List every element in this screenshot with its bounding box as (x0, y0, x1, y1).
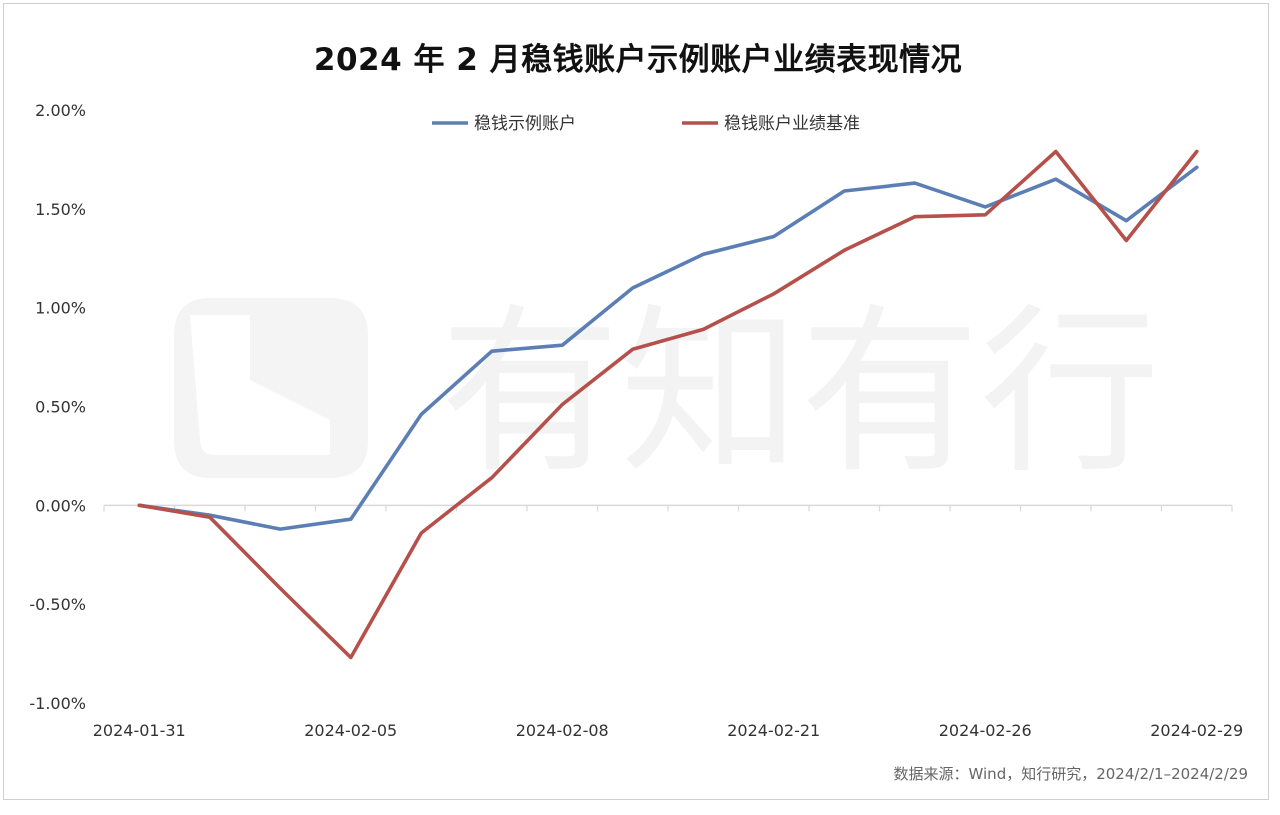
x-tick-label: 2024-02-21 (727, 721, 820, 740)
x-tick-label: 2024-02-26 (939, 721, 1032, 740)
y-tick-label: -1.00% (29, 694, 86, 713)
y-tick-label: -0.50% (29, 595, 86, 614)
watermark: 有知有行 (174, 289, 1160, 498)
legend-label-1: 稳钱示例账户 (474, 114, 576, 134)
x-tick-label: 2024-02-29 (1150, 721, 1243, 740)
series-layer (137, 149, 1199, 660)
source-note: 数据来源：Wind，知行研究，2024/2/1–2024/2/29 (893, 765, 1248, 783)
series-line-1 (137, 165, 1199, 531)
legend: 稳钱示例账户 稳钱账户业绩基准 (432, 114, 860, 134)
y-tick-label: 1.00% (35, 299, 86, 318)
series-line-2 (137, 149, 1199, 660)
x-tick-label: 2024-01-31 (93, 721, 186, 740)
legend-label-2: 稳钱账户业绩基准 (724, 114, 860, 134)
y-tick-label: 1.50% (35, 200, 86, 219)
axes: -1.00% -0.50% 0.00% 0.50% 1.00% 1.50% 2.00% 202… (29, 101, 1243, 740)
watermark-logo-notch-icon (190, 315, 330, 455)
y-tick-label: 2.00% (35, 101, 86, 120)
x-tick-label: 2024-02-08 (516, 721, 609, 740)
chart-title: 2024 年 2 月稳钱账户示例账户业绩表现情况 (313, 42, 963, 78)
y-tick-label: 0.50% (35, 398, 86, 417)
y-tick-label: 0.00% (35, 496, 86, 515)
x-tick-label: 2024-02-05 (304, 721, 397, 740)
watermark-text: 有知有行 (440, 289, 1160, 498)
